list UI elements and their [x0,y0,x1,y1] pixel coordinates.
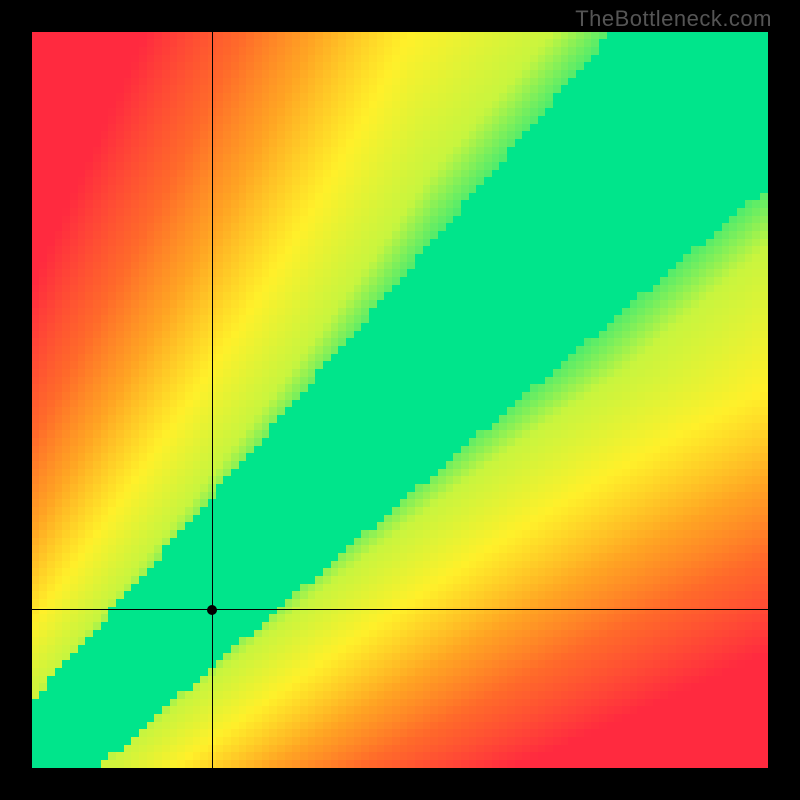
crosshair-horizontal [32,609,768,610]
chart-container: TheBottleneck.com [0,0,800,800]
bottleneck-heatmap [32,32,768,768]
crosshair-vertical [212,32,213,768]
watermark-text: TheBottleneck.com [575,6,772,32]
crosshair-marker [207,605,217,615]
